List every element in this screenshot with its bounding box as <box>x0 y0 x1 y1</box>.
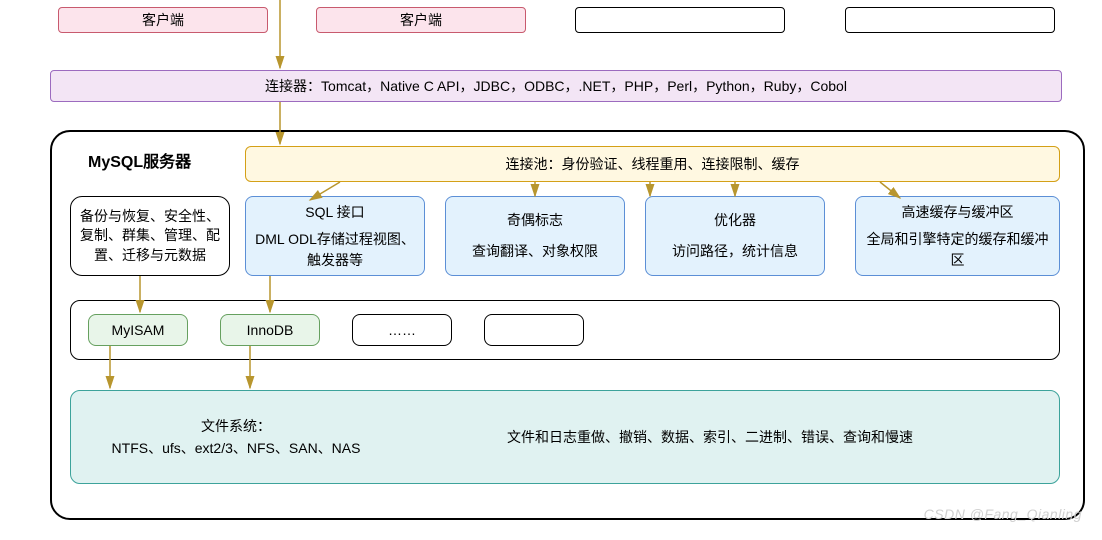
watermark: CSDN @Fang_Qianling <box>924 506 1082 522</box>
fs-title: 文件系统： <box>201 415 271 437</box>
optimizer-box: 优化器 访问路径，统计信息 <box>645 196 825 276</box>
optimizer-title: 优化器 <box>714 210 756 231</box>
cache-box: 高速缓存与缓冲区 全局和引擎特定的缓存和缓冲区 <box>855 196 1060 276</box>
management-box: 备份与恢复、安全性、复制、群集、管理、配置、迁移与元数据 <box>70 196 230 276</box>
parser-box: 奇偶标志 查询翻译、对象权限 <box>445 196 625 276</box>
parser-title: 奇偶标志 <box>507 210 563 231</box>
fs-left: 文件系统： NTFS、ufs、ext2/3、NFS、SAN、NAS <box>71 415 401 460</box>
engine-label: …… <box>388 322 416 338</box>
engine-label: MyISAM <box>112 322 165 338</box>
server-title: MySQL服务器 <box>88 148 191 172</box>
client-box-1: 客户端 <box>58 7 268 33</box>
empty-box-1 <box>575 7 785 33</box>
engine-myisam: MyISAM <box>88 314 188 346</box>
engine-innodb: InnoDB <box>220 314 320 346</box>
logs-text: 文件和日志重做、撤销、数据、索引、二进制、错误、查询和慢速 <box>401 426 1059 448</box>
engine-empty <box>484 314 584 346</box>
fs-body: NTFS、ufs、ext2/3、NFS、SAN、NAS <box>112 437 361 459</box>
engine-more: …… <box>352 314 452 346</box>
engine-label: InnoDB <box>247 322 294 338</box>
connector-bar: 连接器：Tomcat，Native C API，JDBC，ODBC，.NET，P… <box>50 70 1062 102</box>
mgmt-text: 备份与恢复、安全性、复制、群集、管理、配置、迁移与元数据 <box>79 207 221 266</box>
sql-interface-box: SQL 接口 DML ODL存储过程视图、触发器等 <box>245 196 425 276</box>
client-label: 客户端 <box>142 10 184 30</box>
empty-box-2 <box>845 7 1055 33</box>
filesystem-box: 文件系统： NTFS、ufs、ext2/3、NFS、SAN、NAS 文件和日志重… <box>70 390 1060 484</box>
connection-pool: 连接池：身份验证、线程重用、连接限制、缓存 <box>245 146 1060 182</box>
connector-text: 连接器：Tomcat，Native C API，JDBC，ODBC，.NET，P… <box>265 76 847 96</box>
cache-body: 全局和引擎特定的缓存和缓冲区 <box>864 229 1051 271</box>
cache-title: 高速缓存与缓冲区 <box>902 202 1014 223</box>
client-box-2: 客户端 <box>316 7 526 33</box>
sql-if-title: SQL 接口 <box>305 202 364 223</box>
pool-text: 连接池：身份验证、线程重用、连接限制、缓存 <box>506 154 800 174</box>
optimizer-body: 访问路径，统计信息 <box>672 241 798 262</box>
sql-if-body: DML ODL存储过程视图、触发器等 <box>254 229 416 271</box>
client-label: 客户端 <box>400 10 442 30</box>
parser-body: 查询翻译、对象权限 <box>472 241 598 262</box>
